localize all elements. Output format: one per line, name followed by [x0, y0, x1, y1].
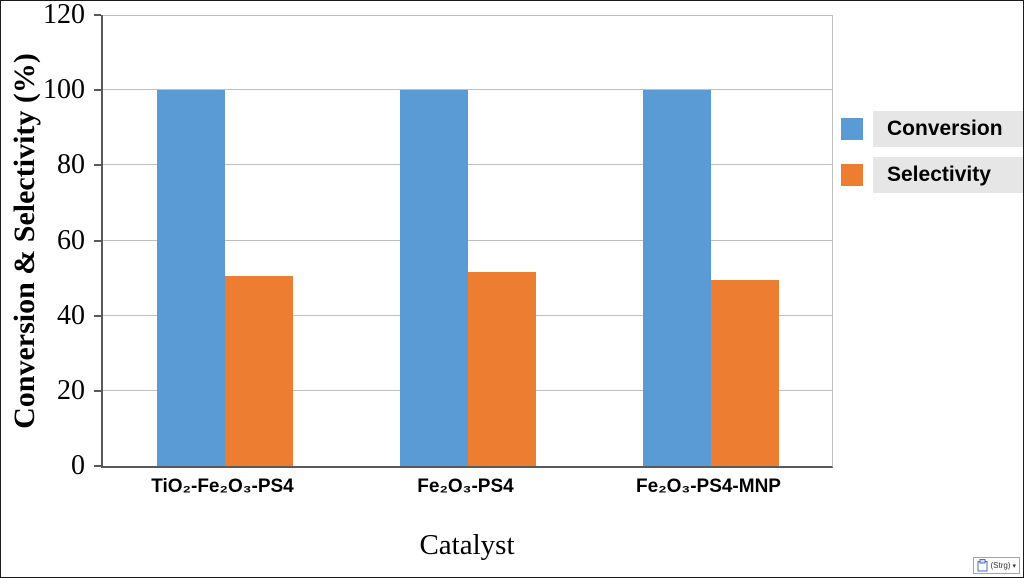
- y-tick-mark: [94, 239, 101, 242]
- y-tick-mark: [94, 89, 101, 92]
- bar-selectivity-3: [710, 279, 779, 466]
- y-tick-mark: [94, 465, 101, 467]
- bar-conversion-2: [399, 90, 468, 466]
- y-tick-label: 20: [57, 374, 85, 406]
- y-tick-label: 100: [43, 74, 85, 106]
- legend-label-selectivity: Selectivity: [873, 157, 1023, 193]
- plot-area: [101, 15, 833, 468]
- legend-item-conversion: Conversion: [841, 111, 1023, 147]
- legend-label-conversion: Conversion: [873, 111, 1023, 147]
- x-axis-title: Catalyst: [419, 529, 515, 561]
- y-tick-mark: [94, 164, 101, 167]
- paste-options-button[interactable]: (Strg) ▾: [973, 557, 1020, 574]
- category-label: Fe₂O₃-PS4-MNP: [636, 476, 781, 497]
- bar-selectivity-1: [224, 276, 293, 466]
- y-tick-label: 40: [57, 299, 85, 331]
- y-tick-mark: [94, 389, 101, 392]
- conversion-swatch: [841, 118, 863, 140]
- clipboard-icon: [977, 559, 988, 572]
- legend-item-selectivity: Selectivity: [841, 157, 1023, 193]
- selectivity-swatch: [841, 164, 863, 186]
- y-tick-mark: [94, 14, 101, 16]
- category-label: TiO₂-Fe₂O₃-PS4: [151, 476, 294, 497]
- legend: Conversion Selectivity: [841, 111, 1023, 193]
- gridline: [103, 15, 832, 16]
- bar-conversion-3: [642, 90, 711, 466]
- y-tick-label: 0: [71, 450, 85, 481]
- gridline: [103, 89, 832, 91]
- dropdown-caret-icon: ▾: [1012, 562, 1016, 570]
- bar-conversion-1: [156, 90, 225, 466]
- y-tick-mark: [94, 314, 101, 317]
- x-axis-labels: TiO₂-Fe₂O₃-PS4 Fe₂O₃-PS4 Fe₂O₃-PS4-MNP: [101, 476, 833, 508]
- paste-options-label: (Strg): [990, 561, 1011, 570]
- y-tick-label: 120: [43, 0, 85, 30]
- y-tick-label: 60: [57, 224, 85, 256]
- y-axis-labels: 0 20 40 60 80 100 120: [1, 1, 101, 481]
- y-tick-label: 80: [57, 149, 85, 181]
- gridline: [103, 164, 832, 166]
- category-label: Fe₂O₃-PS4: [417, 476, 514, 497]
- bar-selectivity-2: [467, 272, 536, 466]
- gridline: [103, 239, 832, 241]
